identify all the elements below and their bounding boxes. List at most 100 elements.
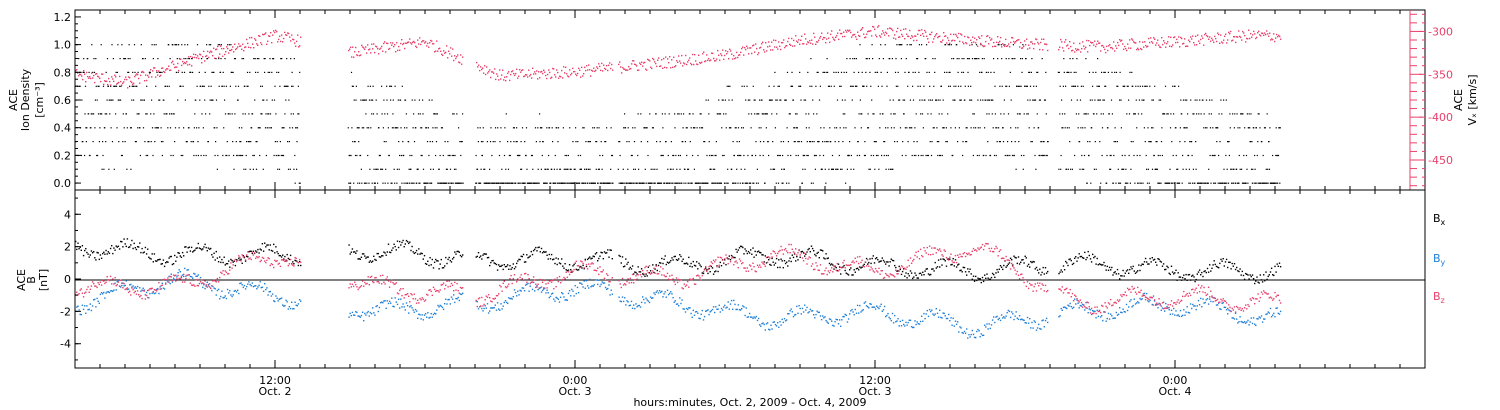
bx-point xyxy=(702,272,705,275)
vx-point xyxy=(597,67,599,70)
vx-point xyxy=(750,47,752,49)
vx-point xyxy=(507,72,509,75)
vx-point xyxy=(584,66,586,69)
ion-density-point xyxy=(591,182,593,184)
vx-point xyxy=(647,58,649,61)
ion-density-point xyxy=(361,127,363,129)
ion-density-point xyxy=(262,168,264,170)
vx-point xyxy=(96,73,98,75)
vx-point xyxy=(1067,44,1069,46)
bx-point xyxy=(385,254,387,256)
ion-density-point xyxy=(911,154,913,157)
ion-density-point xyxy=(1042,154,1044,157)
bx-point xyxy=(741,245,743,248)
ion-density-point xyxy=(885,168,887,170)
ion-density-point xyxy=(918,44,920,46)
ion-density-point xyxy=(358,127,360,129)
ion-density-point xyxy=(683,182,685,184)
vx-point xyxy=(1253,30,1255,33)
ion-density-point xyxy=(960,99,962,101)
bx-point xyxy=(1268,274,1270,276)
bx-point xyxy=(1027,263,1030,266)
vx-point xyxy=(1279,35,1281,38)
ion-density-point xyxy=(807,154,809,157)
ion-density-point xyxy=(241,127,243,129)
ion-density-point xyxy=(1235,182,1237,184)
ion-density-point xyxy=(1148,182,1150,184)
bx-point xyxy=(103,251,105,253)
by-point xyxy=(163,288,166,290)
vx-point xyxy=(607,69,609,72)
vx-point xyxy=(444,52,446,54)
ion-density-point xyxy=(908,71,910,73)
bx-point xyxy=(804,255,806,257)
ion-density-point xyxy=(719,182,721,184)
vx-point xyxy=(163,70,165,73)
ion-density-point xyxy=(1214,154,1216,157)
ion-density-point xyxy=(1152,99,1154,101)
bx-point xyxy=(816,252,818,255)
vx-point xyxy=(868,30,870,32)
vx-point xyxy=(968,36,970,39)
ion-density-point xyxy=(418,182,420,184)
ion-density-point xyxy=(834,127,836,129)
ion-density-point xyxy=(552,141,554,143)
ion-density-point xyxy=(703,141,705,143)
bx-point xyxy=(1209,264,1211,266)
ion-density-point xyxy=(680,113,682,115)
by-point xyxy=(132,285,134,287)
by-point xyxy=(195,275,197,277)
bx-point xyxy=(1006,265,1008,267)
bx-point xyxy=(941,264,943,266)
ion-density-point xyxy=(375,99,377,101)
ion-density-point xyxy=(687,168,689,170)
ion-density-point xyxy=(123,127,125,129)
ion-density-point xyxy=(1178,182,1181,184)
ion-density-point xyxy=(1128,113,1131,115)
by-point xyxy=(181,274,184,276)
bx-point xyxy=(505,265,508,268)
bx-point xyxy=(192,251,194,253)
ion-density-point xyxy=(580,168,582,170)
bx-point xyxy=(861,266,863,268)
vx-point xyxy=(1183,42,1185,45)
vx-point xyxy=(1036,38,1038,41)
vx-point xyxy=(383,42,385,45)
bx-point xyxy=(664,255,666,257)
ion-density-point xyxy=(810,182,812,184)
ion-density-point xyxy=(422,99,424,101)
ion-density-point xyxy=(489,168,491,170)
ion-density-point xyxy=(996,141,998,143)
ion-density-point xyxy=(789,113,791,115)
bx-point xyxy=(863,263,865,266)
ion-density-point xyxy=(647,154,649,157)
ion-density-point xyxy=(154,141,156,143)
ion-density-point xyxy=(1103,99,1105,101)
bx-point xyxy=(585,265,588,268)
bx-point xyxy=(88,256,90,258)
ion-density-point xyxy=(387,182,389,184)
vx-point xyxy=(500,78,502,80)
ion-density-point xyxy=(858,113,860,115)
ion-density-point xyxy=(610,127,612,129)
ion-density-point xyxy=(1005,85,1007,87)
vx-point xyxy=(241,48,243,50)
vx-point xyxy=(725,50,727,52)
bx-point xyxy=(878,261,880,263)
vx-point xyxy=(1187,45,1189,47)
bx-point xyxy=(936,266,939,268)
vx-point xyxy=(185,62,187,65)
ion-density-point xyxy=(155,44,157,46)
ion-density-point xyxy=(554,182,556,184)
bx-point xyxy=(482,254,484,256)
vx-point xyxy=(835,36,837,38)
ion-density-point xyxy=(446,168,448,170)
ion-density-point xyxy=(357,127,359,129)
ion-density-point xyxy=(355,85,357,87)
ion-density-point xyxy=(865,58,867,60)
bx-point xyxy=(256,251,258,253)
bx-point xyxy=(215,250,217,253)
vx-point xyxy=(787,40,789,43)
bx-point xyxy=(1141,263,1143,265)
ion-density-point xyxy=(927,154,929,157)
